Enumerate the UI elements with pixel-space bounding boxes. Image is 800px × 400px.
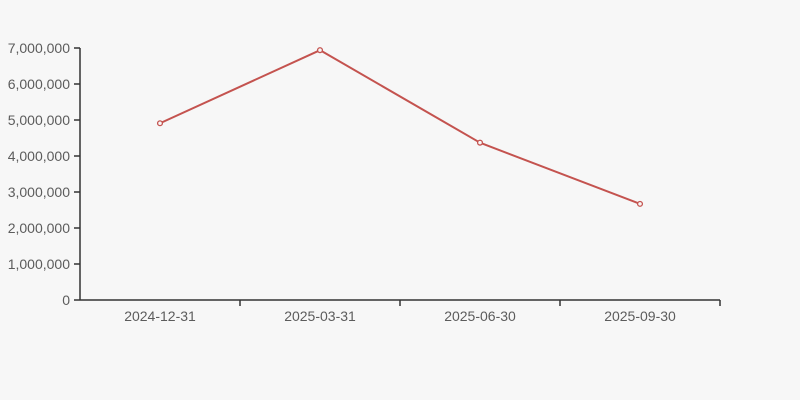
x-tick-label: 2025-06-30 <box>444 308 516 324</box>
x-tick-label: 2025-09-30 <box>604 308 676 324</box>
y-tick-label: 1,000,000 <box>8 256 70 272</box>
y-tick-label: 3,000,000 <box>8 184 70 200</box>
y-tick-label: 4,000,000 <box>8 148 70 164</box>
data-point-marker[interactable] <box>156 120 164 127</box>
data-point-marker[interactable] <box>476 139 484 146</box>
y-tick-label: 7,000,000 <box>8 40 70 56</box>
data-point-marker[interactable] <box>636 200 644 207</box>
y-tick-label: 2,000,000 <box>8 220 70 236</box>
x-tick-label: 2024-12-31 <box>124 308 196 324</box>
y-tick-label: 5,000,000 <box>8 112 70 128</box>
y-tick-label: 6,000,000 <box>8 76 70 92</box>
x-tick-label: 2025-03-31 <box>284 308 356 324</box>
data-point-marker[interactable] <box>316 47 324 54</box>
y-tick-label: 0 <box>62 292 70 308</box>
data-line <box>159 49 641 205</box>
